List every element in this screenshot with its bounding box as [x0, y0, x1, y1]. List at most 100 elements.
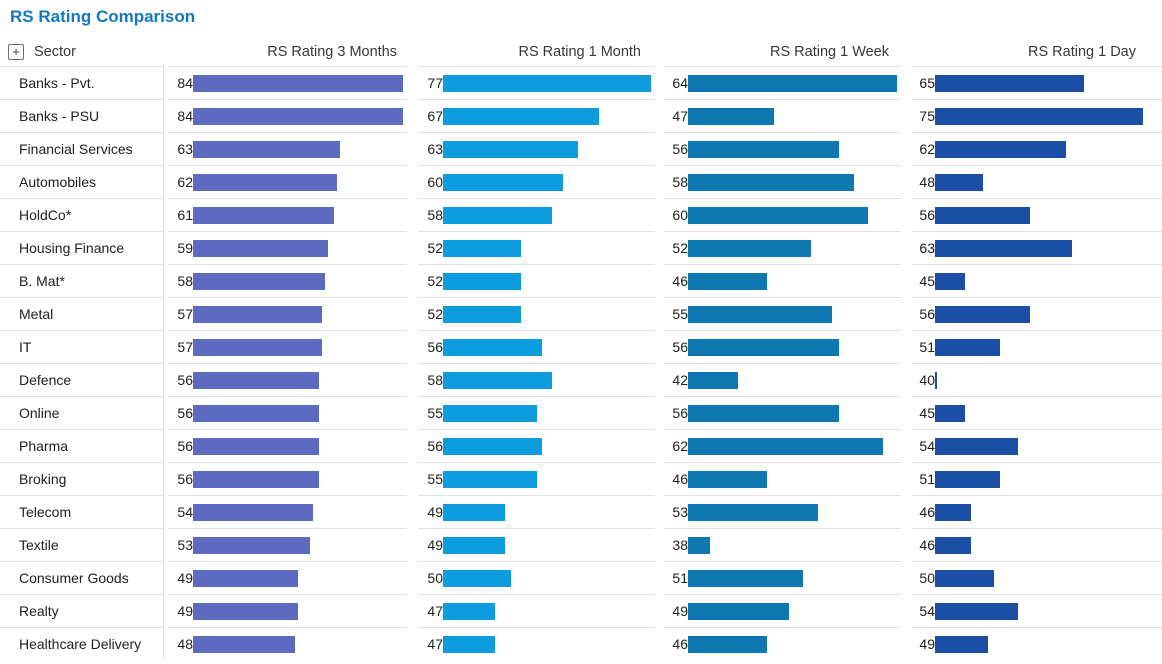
rating-cell: 56	[168, 363, 407, 396]
rating-value: 56	[177, 405, 193, 421]
rating-cell: 57	[168, 297, 407, 330]
rating-bar	[443, 470, 537, 488]
rating-bar	[193, 272, 325, 290]
table-row: HoldCo* 61 58 60 56	[0, 198, 1162, 231]
rating-cell: 75	[912, 99, 1162, 132]
rating-value: 38	[672, 537, 688, 553]
rating-value: 64	[672, 75, 688, 91]
sector-name[interactable]: Metal	[0, 297, 164, 330]
rating-bar	[193, 239, 328, 257]
rating-bar	[688, 239, 811, 257]
rating-bar	[443, 371, 552, 389]
sector-name[interactable]: Defence	[0, 363, 164, 396]
rating-value: 58	[672, 174, 688, 190]
sector-name[interactable]: Textile	[0, 528, 164, 561]
rating-bar	[688, 569, 803, 587]
rating-bar	[935, 239, 1072, 257]
rating-cell: 46	[912, 528, 1162, 561]
rating-value: 49	[177, 570, 193, 586]
rating-cell: 50	[418, 561, 655, 594]
sector-name[interactable]: IT	[0, 330, 164, 363]
sector-name[interactable]: Healthcare Delivery	[0, 627, 164, 660]
rating-bar	[193, 404, 319, 422]
rating-value: 54	[919, 603, 935, 619]
column-header-rs-1-month[interactable]: RS Rating 1 Month	[518, 44, 641, 60]
rating-bar	[935, 305, 1030, 323]
rating-cell: 49	[418, 495, 655, 528]
rating-value: 40	[919, 372, 935, 388]
rating-value: 55	[672, 306, 688, 322]
expand-plus-icon[interactable]: +	[8, 44, 24, 60]
rating-cell: 62	[168, 165, 407, 198]
rating-value: 46	[672, 273, 688, 289]
rating-value: 45	[919, 405, 935, 421]
rating-cell: 56	[418, 429, 655, 462]
rating-cell: 56	[168, 462, 407, 495]
rating-bar	[688, 107, 774, 125]
rating-value: 77	[427, 75, 443, 91]
rating-cell: 62	[664, 429, 901, 462]
rating-bar	[935, 173, 983, 191]
rating-cell: 56	[168, 429, 407, 462]
rating-bar	[935, 140, 1066, 158]
rating-bar	[688, 206, 868, 224]
table-row: Banks - PSU 84 67 47 75	[0, 99, 1162, 132]
rating-value: 56	[919, 306, 935, 322]
sector-name[interactable]: Realty	[0, 594, 164, 627]
rating-value: 47	[427, 603, 443, 619]
sector-name[interactable]: Online	[0, 396, 164, 429]
rating-bar	[688, 635, 767, 653]
rating-value: 51	[672, 570, 688, 586]
rating-value: 52	[427, 306, 443, 322]
sector-name[interactable]: Broking	[0, 462, 164, 495]
rating-bar	[688, 338, 839, 356]
rating-cell: 46	[664, 462, 901, 495]
table-row: Metal 57 52 55 56	[0, 297, 1162, 330]
rating-bar	[935, 635, 988, 653]
rating-bar	[688, 437, 883, 455]
rating-bar	[688, 371, 738, 389]
sector-name[interactable]: Banks - PSU	[0, 99, 164, 132]
rating-bar	[193, 173, 337, 191]
column-header-rs-3-months[interactable]: RS Rating 3 Months	[267, 44, 397, 60]
sector-name[interactable]: Automobiles	[0, 165, 164, 198]
rating-value: 50	[919, 570, 935, 586]
rating-value: 49	[919, 636, 935, 652]
rating-value: 75	[919, 108, 935, 124]
rating-bar	[443, 503, 505, 521]
table-row: Pharma 56 56 62 54	[0, 429, 1162, 462]
rating-bar	[193, 569, 298, 587]
sector-name[interactable]: Pharma	[0, 429, 164, 462]
sector-name[interactable]: Telecom	[0, 495, 164, 528]
sector-header-label: Sector	[34, 44, 76, 60]
table-row: Housing Finance 59 52 52 63	[0, 231, 1162, 264]
rating-value: 61	[177, 207, 193, 223]
rating-value: 56	[177, 471, 193, 487]
sector-name[interactable]: Financial Services	[0, 132, 164, 165]
rating-cell: 45	[912, 396, 1162, 429]
rating-bar	[193, 140, 340, 158]
column-header-rs-1-week[interactable]: RS Rating 1 Week	[769, 44, 889, 60]
table-body: Banks - Pvt. 84 77 64 65 Banks - PSU 84 67 47 75 F…	[0, 66, 1162, 660]
rating-cell: 52	[664, 231, 901, 264]
table-row: Online 56 55 56 45	[0, 396, 1162, 429]
rating-cell: 49	[664, 594, 901, 627]
sector-name[interactable]: Banks - Pvt.	[0, 66, 164, 99]
sector-name[interactable]: Consumer Goods	[0, 561, 164, 594]
column-header-rs-1-day[interactable]: RS Rating 1 Day	[1028, 44, 1136, 60]
rating-value: 58	[427, 372, 443, 388]
rating-cell: 63	[912, 231, 1162, 264]
sector-name[interactable]: Housing Finance	[0, 231, 164, 264]
rating-bar	[443, 338, 542, 356]
rating-value: 56	[427, 438, 443, 454]
rating-bar	[688, 272, 767, 290]
rating-value: 59	[177, 240, 193, 256]
rating-bar	[193, 635, 295, 653]
rating-value: 53	[672, 504, 688, 520]
rating-cell: 63	[168, 132, 407, 165]
sector-name[interactable]: HoldCo*	[0, 198, 164, 231]
rating-cell: 46	[664, 264, 901, 297]
sector-name[interactable]: B. Mat*	[0, 264, 164, 297]
table-row: Defence 56 58 42 40	[0, 363, 1162, 396]
rating-bar	[443, 569, 511, 587]
